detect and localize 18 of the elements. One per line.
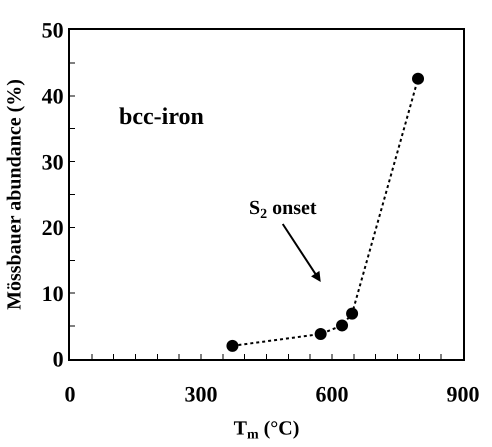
y-axis-title: Mössbauer abundance (%) [4, 79, 26, 310]
y-tick-label: 0 [52, 346, 64, 372]
point [336, 319, 348, 332]
y-tick-label: 20 [42, 215, 64, 240]
y-tick-label: 10 [42, 280, 64, 306]
point [412, 72, 424, 85]
annotation: bcc-iron [119, 104, 204, 130]
x-axis-title: T$_{m}$ (°C) [234, 417, 300, 443]
x-tick-label: 600 [316, 381, 348, 406]
x-tick-label: 900 [446, 381, 480, 406]
y-tick-label: 40 [42, 84, 64, 108]
y-tick-label: 30 [42, 149, 64, 174]
point [346, 308, 358, 320]
annotation: S$_{2}$ onset [249, 197, 317, 222]
point [314, 328, 327, 340]
point [226, 340, 238, 352]
y-tick-label: 50 [42, 18, 64, 43]
x-tick-label: 300 [184, 381, 218, 406]
